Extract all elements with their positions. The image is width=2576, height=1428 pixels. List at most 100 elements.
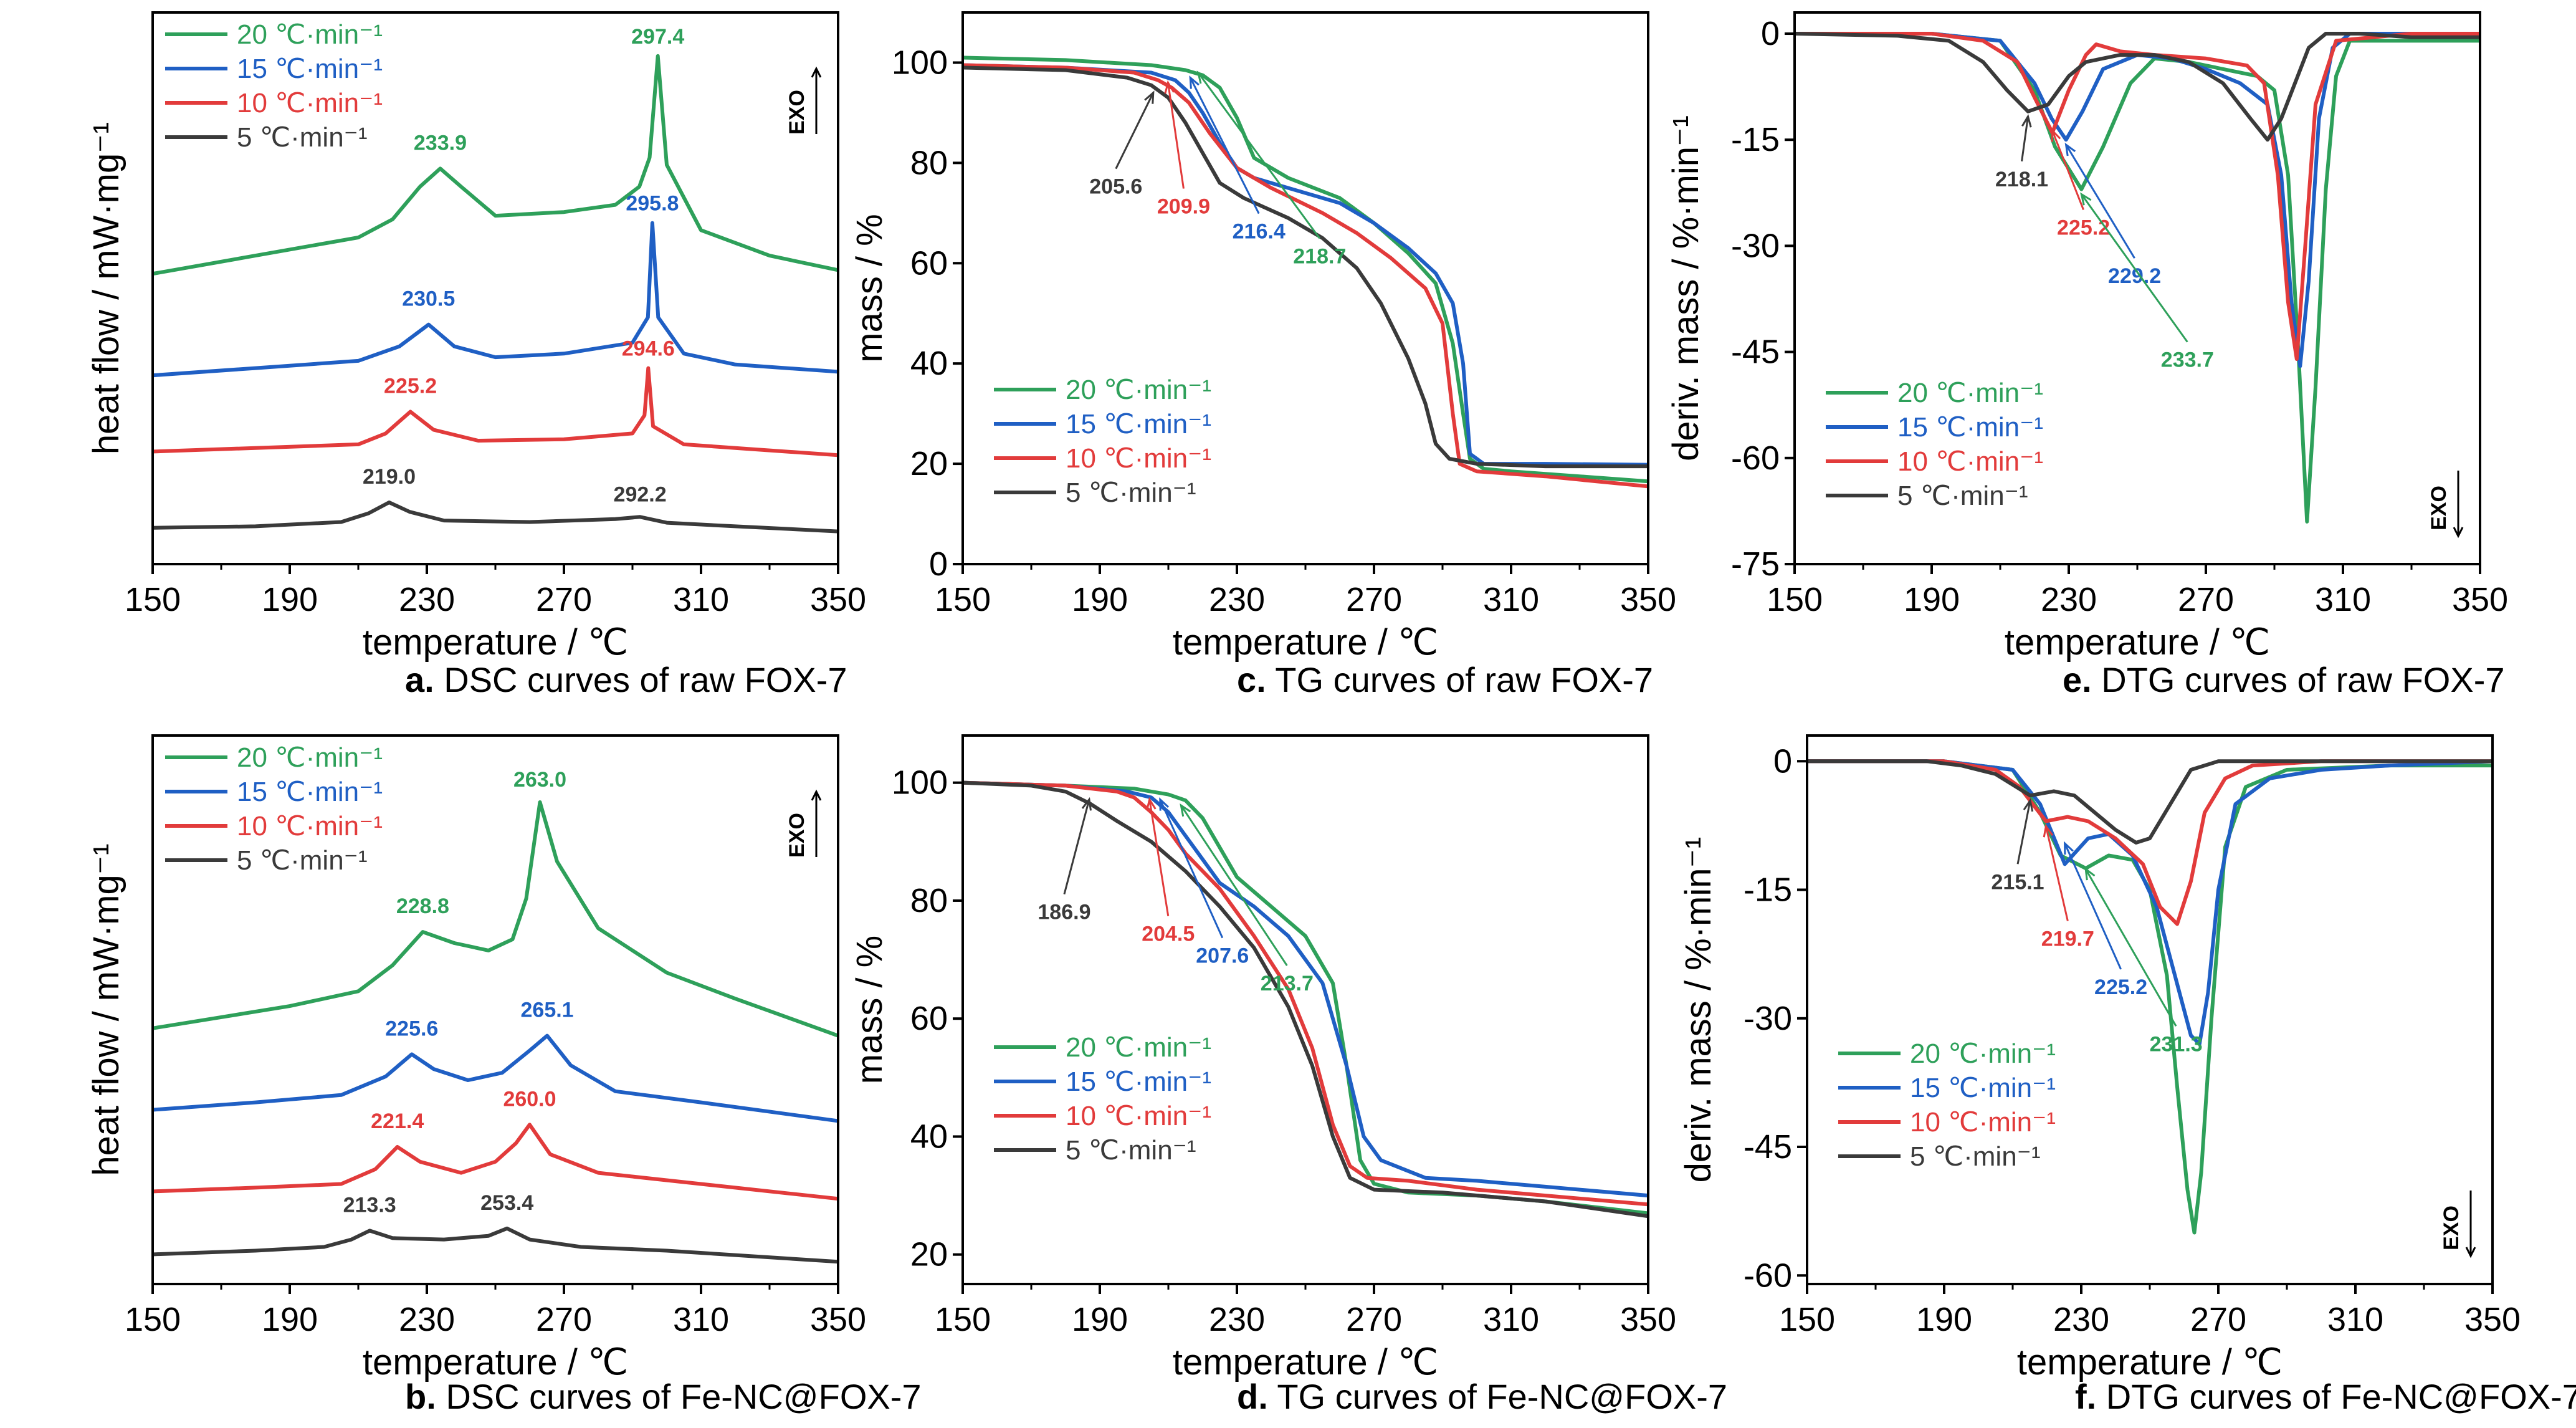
y-tick-label: 100 bbox=[892, 764, 948, 802]
annotation-arrow bbox=[1180, 805, 1288, 966]
x-axis-title: temperature / ℃ bbox=[1173, 1342, 1438, 1382]
legend-label: 20 ℃·min⁻¹ bbox=[237, 19, 383, 50]
x-axis-title: temperature / ℃ bbox=[2005, 622, 2270, 663]
x-tick-label: 350 bbox=[810, 1301, 866, 1338]
x-tick-label: 350 bbox=[2464, 1301, 2521, 1338]
y-axis-title: mass / % bbox=[849, 936, 890, 1085]
legend-label: 15 ℃·min⁻¹ bbox=[1066, 1066, 1211, 1097]
panel-caption: a. DSC curves of raw FOX-7 bbox=[405, 660, 847, 699]
x-tick-label: 350 bbox=[2452, 581, 2508, 618]
series-line-1 bbox=[154, 54, 837, 276]
y-tick-label: 0 bbox=[929, 545, 948, 583]
annotation-arrow-head bbox=[1144, 90, 1155, 104]
series-line-4 bbox=[964, 780, 1647, 1218]
annotation-label: 225.2 bbox=[2094, 975, 2147, 999]
annotation-label: 231.3 bbox=[2150, 1032, 2203, 1056]
annotation-arrow-head bbox=[1164, 80, 1175, 94]
series-line-2 bbox=[1808, 759, 2491, 1046]
annotation-arrow bbox=[1197, 72, 1321, 239]
y-tick-label: 100 bbox=[892, 44, 948, 81]
x-tick-label: 270 bbox=[536, 581, 592, 618]
exo-arrow-head bbox=[811, 789, 822, 801]
annotation-arrow-head bbox=[2064, 841, 2074, 855]
caption-letter: c. bbox=[1237, 660, 1266, 699]
y-tick-label: -30 bbox=[1744, 1000, 1792, 1037]
peak-label: 213.3 bbox=[343, 1193, 396, 1217]
x-tick-label: 230 bbox=[399, 1301, 455, 1338]
y-tick-label: -75 bbox=[1731, 545, 1780, 583]
annotation-label: 205.6 bbox=[1089, 175, 1142, 199]
peak-label: 265.1 bbox=[521, 999, 574, 1022]
series-line-2 bbox=[964, 780, 1647, 1197]
exo-label: EXO bbox=[2440, 1205, 2463, 1250]
y-axis-title: mass / % bbox=[849, 214, 890, 363]
annotation-arrow bbox=[1189, 77, 1260, 214]
peak-label: 297.4 bbox=[631, 25, 684, 49]
legend-label: 15 ℃·min⁻¹ bbox=[1066, 409, 1211, 439]
caption-letter: a. bbox=[405, 660, 434, 699]
x-tick-label: 230 bbox=[1209, 1301, 1265, 1338]
annotation-label: 218.1 bbox=[1995, 168, 2048, 191]
annotation-arrow bbox=[1148, 799, 1170, 916]
annotation-arrow-head bbox=[2084, 866, 2096, 881]
annotation-arrow bbox=[2044, 826, 2069, 921]
y-tick-label: -30 bbox=[1731, 227, 1780, 264]
series-line-4 bbox=[154, 1226, 837, 1264]
peak-label: 253.4 bbox=[480, 1191, 533, 1215]
x-tick-label: 310 bbox=[2315, 581, 2371, 618]
peak-label: 233.9 bbox=[414, 131, 467, 155]
series-line-2 bbox=[964, 63, 1647, 467]
x-tick-label: 230 bbox=[2053, 1301, 2109, 1338]
annotation-arrow bbox=[2064, 843, 2122, 970]
caption-text: DSC curves of raw FOX-7 bbox=[434, 660, 847, 699]
legend-label: 10 ℃·min⁻¹ bbox=[1066, 1101, 1211, 1131]
y-tick-label: 80 bbox=[910, 882, 948, 919]
series-line-3 bbox=[154, 366, 837, 458]
legend-label: 5 ℃·min⁻¹ bbox=[237, 845, 368, 876]
annotation-arrow-head bbox=[1159, 797, 1170, 811]
x-tick-label: 310 bbox=[2327, 1301, 2383, 1338]
peak-label: 292.2 bbox=[614, 482, 667, 506]
annotation-label: 218.7 bbox=[1293, 245, 1346, 269]
legend-label: 5 ℃·min⁻¹ bbox=[1066, 1135, 1196, 1166]
legend-label: 20 ℃·min⁻¹ bbox=[1897, 378, 2043, 408]
x-tick-label: 270 bbox=[1346, 581, 1402, 618]
series-line-4 bbox=[1796, 32, 2479, 142]
exo-label: EXO bbox=[785, 813, 809, 858]
x-tick-label: 190 bbox=[262, 1301, 318, 1338]
x-tick-label: 350 bbox=[810, 581, 866, 618]
y-axis-title: heat flow / mW·mg⁻¹ bbox=[86, 122, 126, 454]
y-tick-label: 20 bbox=[910, 445, 948, 482]
annotation-arrow bbox=[1115, 92, 1155, 170]
x-tick-label: 270 bbox=[2178, 581, 2234, 618]
y-tick-label: -60 bbox=[1731, 439, 1780, 477]
y-tick-label: -45 bbox=[1744, 1128, 1792, 1166]
annotation-arrow-head bbox=[2080, 192, 2092, 206]
x-tick-label: 270 bbox=[2190, 1301, 2246, 1338]
x-tick-label: 310 bbox=[1483, 1301, 1539, 1338]
annotation-label: 216.4 bbox=[1233, 220, 1286, 244]
series-line-4 bbox=[964, 65, 1647, 469]
x-tick-label: 150 bbox=[125, 581, 181, 618]
panel-d-tg-fenc: 150 190 230 270 310 350 20 40 60 80 100 temperature… bbox=[849, 734, 1727, 1416]
x-tick-label: 310 bbox=[673, 1301, 729, 1338]
x-tick-label: 350 bbox=[1620, 581, 1676, 618]
panel-caption: f. DTG curves of Fe-NC@FOX-7 bbox=[2075, 1377, 2576, 1416]
legend-label: 20 ℃·min⁻¹ bbox=[1066, 375, 1211, 405]
annotation-arrow bbox=[2051, 130, 2084, 211]
y-tick-label: 80 bbox=[910, 144, 948, 181]
x-axis-title: temperature / ℃ bbox=[363, 622, 628, 663]
y-tick-label: 0 bbox=[1761, 15, 1780, 52]
x-tick-label: 350 bbox=[1620, 1301, 1676, 1338]
exo-label: EXO bbox=[785, 90, 809, 135]
annotation-arrow bbox=[1166, 82, 1185, 189]
series-line-4 bbox=[154, 501, 837, 534]
y-tick-label: -15 bbox=[1731, 121, 1780, 158]
annotation-arrow bbox=[2084, 868, 2177, 1027]
legend-label: 5 ℃·min⁻¹ bbox=[1066, 477, 1196, 508]
peak-label: 294.6 bbox=[622, 337, 675, 361]
peak-label: 221.4 bbox=[371, 1109, 424, 1133]
caption-text: DSC curves of Fe-NC@FOX-7 bbox=[436, 1377, 922, 1416]
legend-label: 10 ℃·min⁻¹ bbox=[237, 811, 383, 841]
